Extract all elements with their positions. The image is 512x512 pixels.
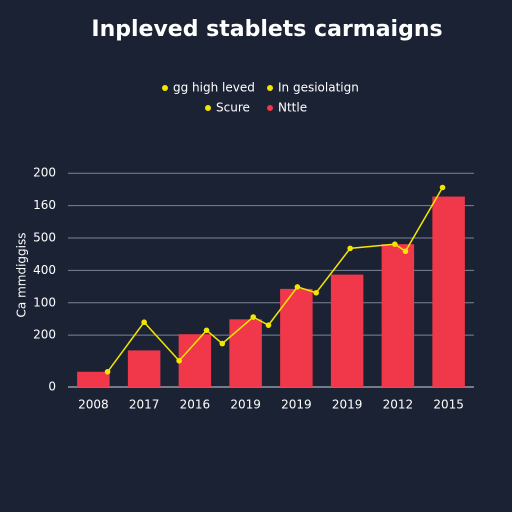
- y-tick-label: 200: [33, 166, 56, 180]
- line-point: [203, 327, 210, 334]
- y-tick-label: 160: [33, 198, 56, 212]
- line-point: [402, 248, 409, 255]
- legend-marker: [205, 105, 211, 111]
- y-tick-label: 500: [33, 231, 56, 245]
- bar: [381, 244, 415, 387]
- bar: [330, 274, 364, 387]
- legend-marker: [162, 85, 168, 91]
- y-tick-label: 100: [33, 295, 56, 309]
- y-tick-label: 200: [33, 328, 56, 342]
- line-point: [250, 314, 257, 320]
- line-point: [141, 319, 147, 326]
- y-tick-label: 400: [33, 263, 56, 277]
- line-point: [294, 284, 301, 290]
- bar: [77, 371, 110, 387]
- x-tick-label: 2019: [230, 398, 261, 412]
- line-point: [347, 245, 353, 252]
- line-point: [219, 340, 226, 347]
- x-tick-label: 2017: [129, 398, 160, 412]
- bar: [178, 334, 212, 387]
- legend-marker: [267, 85, 273, 91]
- bar: [432, 196, 465, 387]
- line-point: [265, 322, 272, 328]
- x-tick-label: 2012: [383, 398, 414, 412]
- x-tick-label: 2016: [180, 398, 211, 412]
- legend-label: Scure: [216, 101, 250, 115]
- line-point: [313, 289, 319, 296]
- y-tick-label: 0: [48, 380, 56, 394]
- x-tick-label: 2019: [332, 398, 363, 412]
- line-point: [104, 368, 111, 375]
- x-tick-label: 2019: [281, 398, 312, 412]
- x-tick-label: 2008: [78, 398, 109, 412]
- bar: [229, 319, 262, 387]
- line-point: [176, 357, 182, 364]
- bar: [127, 350, 161, 387]
- legend-marker: [267, 105, 273, 111]
- y-axis-label: Ca mmdiggiss: [15, 233, 29, 318]
- bar: [280, 288, 313, 387]
- line-point: [439, 184, 446, 191]
- line-point: [392, 241, 398, 247]
- legend-label: Nttle: [278, 101, 307, 115]
- legend-label: gg high leved: [173, 81, 255, 95]
- chart-title: Inpleved stablets carmaigns: [91, 17, 442, 42]
- x-tick-label: 2015: [433, 398, 464, 412]
- legend-label: In gesiolatign: [278, 81, 359, 95]
